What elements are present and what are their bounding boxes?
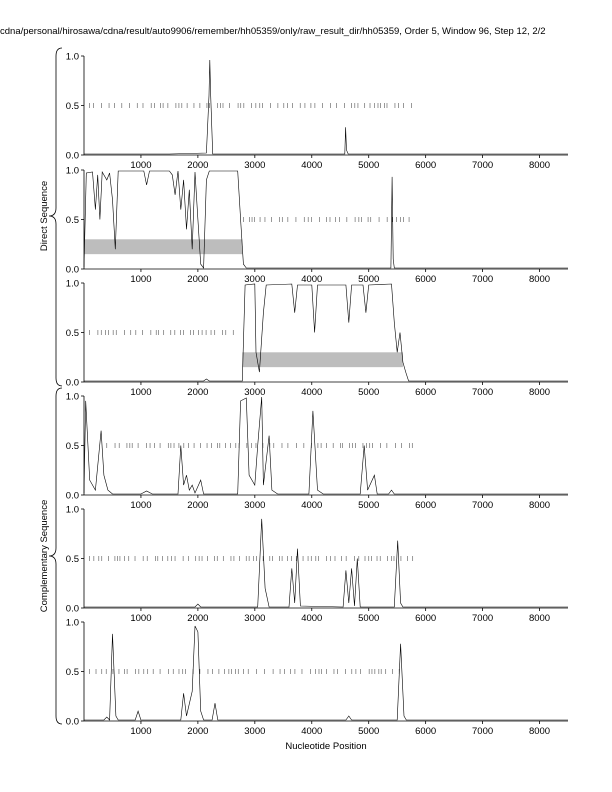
y-tick-label: 0.5 <box>66 441 79 452</box>
y-tick-label: 0.0 <box>66 378 79 389</box>
chart-panel-5: 0.0 0.5 1.0 1000 2000 3000 4000 5000 6000 7000 800… <box>66 505 568 624</box>
x-tick-label: 5000 <box>358 160 379 171</box>
x-tick-label: 4000 <box>301 274 322 285</box>
complementary-sequence-bracket <box>48 387 63 725</box>
x-tick-label: 1000 <box>130 613 151 624</box>
x-tick-label: 2000 <box>187 274 208 285</box>
y-tick-label: 0.0 <box>66 265 79 276</box>
marker-ticks <box>89 669 400 674</box>
x-tick-label: 5000 <box>358 387 379 398</box>
shaded-region <box>242 352 403 368</box>
x-tick-label: 3000 <box>244 500 265 511</box>
x-tick-label: 7000 <box>472 160 493 171</box>
chart-panel-3: 0.0 0.5 1.0 1000 2000 3000 4000 5000 6000 7000 800… <box>66 279 568 398</box>
x-tick-label: 1000 <box>130 160 151 171</box>
x-tick-label: 6000 <box>415 500 436 511</box>
chart-panel-1: 0.0 0.5 1.0 1000 2000 3000 4000 5000 6000 7000 800… <box>66 52 568 171</box>
x-tick-label: 8000 <box>529 500 550 511</box>
x-tick-label: 4000 <box>301 387 322 398</box>
x-tick-label: 2000 <box>187 387 208 398</box>
y-tick-label: 0.5 <box>66 667 79 678</box>
y-tick-label: 0.5 <box>66 554 79 565</box>
y-tick-label: 0.5 <box>66 215 79 226</box>
x-tick-label: 5000 <box>358 500 379 511</box>
x-tick-label: 2000 <box>187 726 208 737</box>
series-line <box>84 59 568 155</box>
series-line <box>84 625 568 721</box>
chart-panel-4: 0.0 0.5 1.0 1000 2000 3000 4000 5000 6000 7000 800… <box>66 392 568 511</box>
x-tick-label: 3000 <box>244 274 265 285</box>
marker-ticks <box>106 443 413 448</box>
x-tick-label: 4000 <box>301 726 322 737</box>
y-tick-label: 1.0 <box>66 166 79 177</box>
x-tick-label: 4000 <box>301 160 322 171</box>
y-tick-label: 0.0 <box>66 151 79 162</box>
y-tick-label: 0.0 <box>66 491 79 502</box>
direct-sequence-label: Direct Sequence <box>39 181 50 251</box>
x-tick-label: 7000 <box>472 613 493 624</box>
x-tick-label: 3000 <box>244 160 265 171</box>
complementary-sequence-label: Complementary Sequence <box>39 500 50 612</box>
x-tick-label: 3000 <box>244 613 265 624</box>
y-tick-label: 1.0 <box>66 618 79 629</box>
x-tick-label: 3000 <box>244 387 265 398</box>
x-tick-label: 7000 <box>472 387 493 398</box>
marker-ticks <box>89 103 412 108</box>
x-tick-label: 2000 <box>187 613 208 624</box>
direct-sequence-bracket <box>48 47 63 387</box>
x-tick-label: 8000 <box>529 387 550 398</box>
x-tick-label: 8000 <box>529 613 550 624</box>
series-line <box>84 518 568 608</box>
marker-ticks <box>243 217 410 222</box>
x-tick-label: 6000 <box>415 613 436 624</box>
x-tick-label: 6000 <box>415 726 436 737</box>
x-tick-label: 3000 <box>244 726 265 737</box>
x-axis-title: Nucleotide Position <box>285 741 366 752</box>
x-tick-label: 1000 <box>130 387 151 398</box>
series-line <box>83 396 568 495</box>
x-tick-label: 6000 <box>415 274 436 285</box>
y-tick-label: 1.0 <box>66 505 79 516</box>
x-tick-label: 7000 <box>472 500 493 511</box>
x-tick-label: 7000 <box>472 274 493 285</box>
x-tick-label: 8000 <box>529 726 550 737</box>
y-tick-label: 0.0 <box>66 717 79 728</box>
y-tick-label: 0.5 <box>66 101 79 112</box>
chart-panel-6: 0.0 0.5 1.0 1000 2000 3000 4000 5000 6000 7000 800… <box>66 618 568 737</box>
chart-panel-2: 0.0 0.5 1.0 1000 2000 3000 4000 5000 6000 7000 800… <box>66 166 568 285</box>
x-tick-label: 5000 <box>358 613 379 624</box>
x-tick-label: 1000 <box>130 274 151 285</box>
figure-header: cdna/personal/hirosawa/cdna/result/auto9… <box>0 26 546 37</box>
x-tick-label: 5000 <box>358 726 379 737</box>
x-tick-label: 6000 <box>415 387 436 398</box>
x-tick-label: 8000 <box>529 160 550 171</box>
x-tick-label: 1000 <box>130 500 151 511</box>
y-tick-label: 1.0 <box>66 279 79 290</box>
x-tick-label: 4000 <box>301 500 322 511</box>
x-tick-label: 2000 <box>187 160 208 171</box>
x-tick-label: 1000 <box>130 726 151 737</box>
x-tick-label: 8000 <box>529 274 550 285</box>
series-line <box>84 283 568 382</box>
x-tick-label: 4000 <box>301 613 322 624</box>
y-tick-label: 1.0 <box>66 52 79 63</box>
y-tick-label: 1.0 <box>66 392 79 403</box>
marker-ticks <box>89 330 234 335</box>
y-tick-label: 0.5 <box>66 328 79 339</box>
x-tick-label: 5000 <box>358 274 379 285</box>
shaded-region <box>84 239 243 255</box>
series-line <box>83 170 568 269</box>
chart-panels: 0.0 0.5 1.0 1000 2000 3000 4000 5000 6000 7000 800… <box>66 52 568 737</box>
marker-ticks <box>89 556 414 561</box>
x-tick-label: 2000 <box>187 500 208 511</box>
x-tick-label: 7000 <box>472 726 493 737</box>
x-tick-label: 6000 <box>415 160 436 171</box>
y-tick-label: 0.0 <box>66 604 79 615</box>
